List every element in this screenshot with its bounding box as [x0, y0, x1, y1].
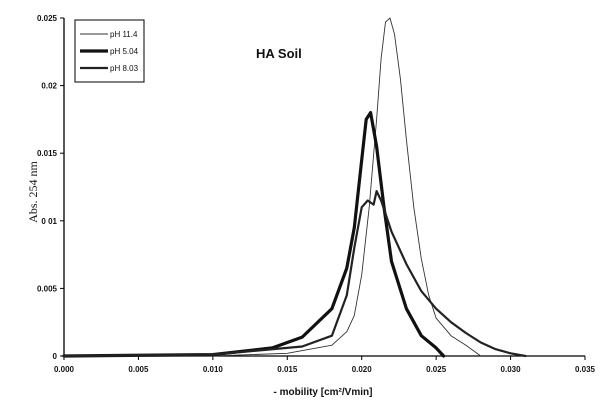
x-tick-label: 0.030 — [501, 365, 522, 374]
y-tick-label: 0.015 — [37, 149, 58, 158]
y-axis-label: Abs. 254 nm — [26, 161, 40, 223]
y-tick-label: 0.02 — [41, 82, 57, 91]
x-tick-label: 0.025 — [426, 365, 447, 374]
x-tick-label: 0.005 — [128, 365, 149, 374]
series-line-1 — [63, 17, 482, 357]
y-axis-label-group: Abs. 254 nm — [26, 161, 40, 223]
y-tick-label: 0.005 — [37, 284, 58, 293]
legend-label: pH 8.03 — [110, 64, 139, 73]
y-tick-label: 0 01 — [41, 217, 57, 226]
series-line-2 — [62, 111, 446, 358]
legend: pH 11.4 pH 5.04 pH 8.03 — [74, 19, 145, 83]
legend-label: pH 11.4 — [110, 30, 138, 39]
x-axis-label: - mobility [cm²/Vmin] — [274, 387, 373, 398]
x-tick-label: 0.035 — [575, 365, 596, 374]
series-line-3 — [62, 190, 527, 358]
x-tick-label: 0.000 — [54, 365, 75, 374]
x-tick-label: 0.010 — [203, 365, 224, 374]
chart-title: HA Soil — [256, 46, 302, 61]
y-tick-label: 0.025 — [37, 14, 58, 23]
legend-label: pH 5.04 — [110, 47, 139, 56]
x-tick-label: 0.015 — [277, 365, 298, 374]
y-tick-label: 0 — [53, 352, 58, 361]
series-layer — [62, 17, 527, 358]
x-tick-label: 0.020 — [352, 365, 373, 374]
